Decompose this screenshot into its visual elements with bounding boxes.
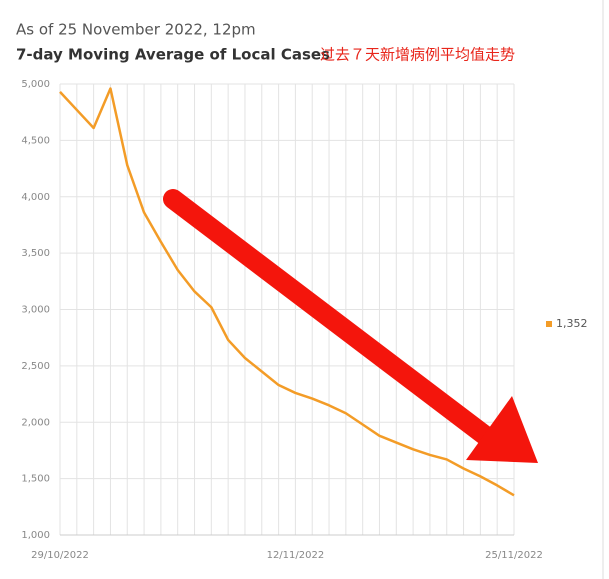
chart-subtitle: As of 25 November 2022, 12pm xyxy=(16,21,256,39)
chart-title: 7-day Moving Average of Local Cases xyxy=(16,46,330,64)
y-tick-label: 4,000 xyxy=(21,192,50,203)
y-tick-label: 3,000 xyxy=(21,305,50,316)
y-tick-label: 3,500 xyxy=(21,248,50,259)
annotation: 过去７天新增病例平均值走势 xyxy=(320,46,515,64)
legend-swatch xyxy=(546,321,552,327)
x-tick-label: 29/10/2022 xyxy=(31,550,89,561)
y-tick-label: 5,000 xyxy=(21,79,50,90)
legend-label: 1,352 xyxy=(556,317,588,330)
line-series xyxy=(59,87,515,497)
y-tick-label: 2,000 xyxy=(21,417,50,428)
y-tick-label: 4,500 xyxy=(21,135,50,146)
y-tick-label: 1,500 xyxy=(21,474,50,485)
x-tick-label: 12/11/2022 xyxy=(267,550,325,561)
y-tick-label: 2,500 xyxy=(21,361,50,372)
y-tick-label: 1,000 xyxy=(21,530,50,541)
arrow xyxy=(163,189,538,463)
x-tick-label: 25/11/2022 xyxy=(485,550,543,561)
